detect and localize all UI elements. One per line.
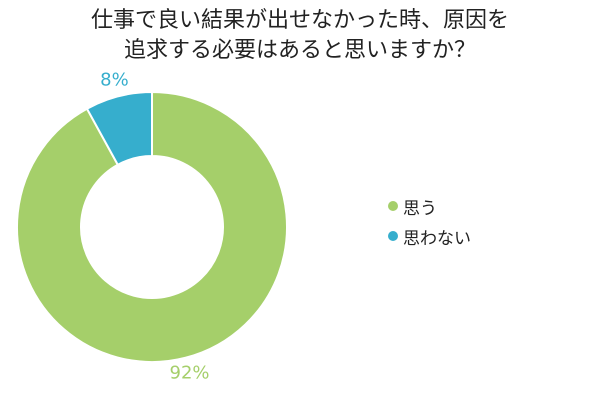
slice-yes bbox=[16, 90, 289, 363]
legend-item-no: 思わない bbox=[388, 223, 471, 249]
chart-title: 仕事で良い結果が出せなかった時、原因を 追求する必要はあると思いますか？ bbox=[90, 8, 509, 63]
legend-swatch-no bbox=[388, 231, 398, 241]
legend: 思う 思わない bbox=[388, 193, 471, 253]
slice-no bbox=[85, 90, 153, 167]
legend-item-yes: 思う bbox=[388, 193, 471, 219]
legend-swatch-yes bbox=[388, 201, 398, 211]
legend-label-no: 思わない bbox=[403, 228, 471, 249]
slice-label-yes: 92% bbox=[170, 362, 210, 383]
slice-label-no: 8% bbox=[100, 70, 129, 91]
legend-label-yes: 思う bbox=[403, 198, 437, 219]
